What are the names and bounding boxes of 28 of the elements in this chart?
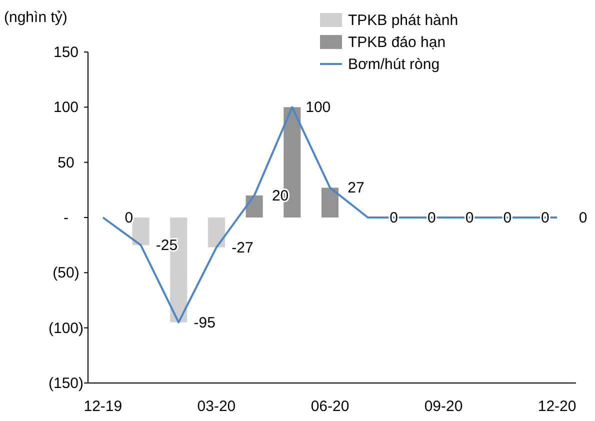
y-tick-label: - — [64, 210, 68, 226]
data-label: 100 — [306, 99, 331, 116]
data-label: 20 — [272, 187, 289, 204]
bar — [246, 195, 263, 218]
data-label: -27 — [232, 239, 254, 256]
y-tick-label: 100 — [53, 99, 79, 116]
bar — [132, 218, 150, 246]
y-tick-label: 150 — [53, 44, 79, 61]
x-tick-label: 06-20 — [310, 398, 350, 415]
x-tick-label: 12-20 — [538, 398, 576, 415]
bar — [321, 188, 339, 218]
data-label: 0 — [124, 210, 134, 226]
y-axis-title: (nghìn tỷ) — [4, 9, 68, 26]
y-tick-label: (150) — [48, 375, 84, 392]
x-tick-label: 12-19 — [84, 398, 122, 415]
x-tick-label: 03-20 — [197, 398, 236, 415]
bar — [208, 218, 225, 248]
legend-label: TPKB phát hành — [348, 12, 458, 29]
y-tick-label: 50 — [58, 154, 74, 172]
legend-label: Bơm/hút ròng — [348, 56, 440, 73]
legend-label: TPKB đáo hạn — [348, 34, 446, 51]
data-label: -95 — [194, 314, 216, 332]
data-label: 27 — [348, 180, 364, 197]
data-label: -25 — [156, 237, 178, 254]
y-tick-label: (50) — [52, 264, 80, 282]
x-tick-label: 09-20 — [424, 398, 463, 415]
data-label: 0 — [578, 210, 588, 226]
y-tick-label: (100) — [48, 320, 84, 337]
